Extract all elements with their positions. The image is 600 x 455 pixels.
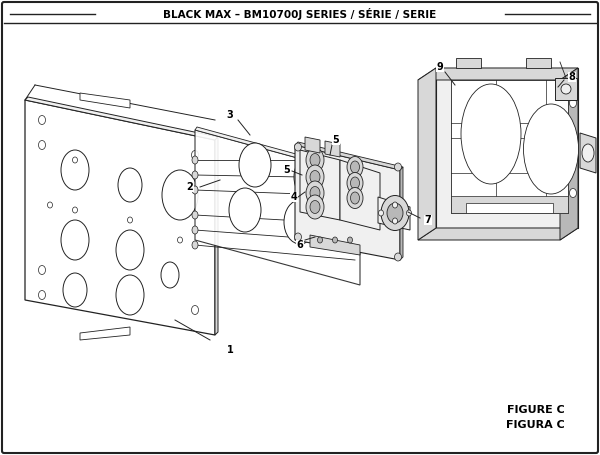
- Ellipse shape: [395, 163, 401, 171]
- Ellipse shape: [310, 153, 320, 167]
- Ellipse shape: [336, 214, 364, 252]
- Polygon shape: [25, 97, 218, 140]
- Text: 7: 7: [425, 215, 431, 225]
- Ellipse shape: [395, 253, 401, 261]
- Ellipse shape: [118, 168, 142, 202]
- Ellipse shape: [569, 188, 577, 197]
- Ellipse shape: [284, 200, 316, 244]
- Ellipse shape: [192, 241, 198, 249]
- Ellipse shape: [229, 188, 261, 232]
- Ellipse shape: [38, 141, 46, 150]
- Ellipse shape: [116, 275, 144, 315]
- Polygon shape: [526, 58, 551, 68]
- Ellipse shape: [239, 143, 271, 187]
- Polygon shape: [215, 137, 218, 335]
- Ellipse shape: [192, 156, 198, 164]
- Text: FIGURA C: FIGURA C: [506, 420, 565, 430]
- Ellipse shape: [392, 218, 398, 224]
- Polygon shape: [310, 235, 360, 255]
- Polygon shape: [80, 327, 130, 340]
- Ellipse shape: [350, 161, 359, 173]
- Ellipse shape: [191, 151, 199, 160]
- Ellipse shape: [306, 165, 324, 189]
- Ellipse shape: [347, 187, 363, 208]
- Text: 9: 9: [437, 62, 443, 72]
- Polygon shape: [305, 137, 320, 153]
- Ellipse shape: [561, 84, 571, 94]
- Polygon shape: [295, 145, 400, 260]
- Polygon shape: [400, 167, 403, 260]
- Ellipse shape: [392, 202, 398, 208]
- Ellipse shape: [350, 192, 359, 204]
- Ellipse shape: [306, 195, 324, 219]
- Ellipse shape: [523, 104, 578, 194]
- Polygon shape: [195, 130, 360, 285]
- Polygon shape: [555, 78, 577, 100]
- Ellipse shape: [128, 217, 133, 223]
- Ellipse shape: [347, 172, 363, 193]
- Ellipse shape: [407, 210, 412, 216]
- Text: 2: 2: [187, 182, 193, 192]
- Ellipse shape: [347, 237, 353, 243]
- Ellipse shape: [317, 237, 323, 243]
- Polygon shape: [456, 58, 481, 68]
- Ellipse shape: [332, 237, 337, 243]
- Polygon shape: [80, 93, 130, 108]
- Ellipse shape: [192, 226, 198, 234]
- Polygon shape: [560, 68, 578, 240]
- Ellipse shape: [192, 186, 198, 194]
- Polygon shape: [451, 80, 568, 213]
- Ellipse shape: [61, 220, 89, 260]
- Ellipse shape: [569, 98, 577, 107]
- Ellipse shape: [116, 230, 144, 270]
- Ellipse shape: [191, 305, 199, 314]
- Ellipse shape: [162, 170, 198, 220]
- Polygon shape: [195, 127, 362, 175]
- Polygon shape: [436, 68, 578, 228]
- Ellipse shape: [310, 201, 320, 213]
- Ellipse shape: [306, 148, 324, 172]
- Text: FIGURE C: FIGURE C: [507, 405, 565, 415]
- Ellipse shape: [38, 116, 46, 125]
- Polygon shape: [340, 160, 380, 230]
- Ellipse shape: [73, 207, 77, 213]
- Ellipse shape: [347, 157, 363, 177]
- Ellipse shape: [295, 233, 302, 241]
- Ellipse shape: [63, 273, 87, 307]
- Ellipse shape: [38, 290, 46, 299]
- Polygon shape: [451, 196, 568, 213]
- Ellipse shape: [178, 237, 182, 243]
- Ellipse shape: [73, 157, 77, 163]
- Text: 6: 6: [296, 240, 304, 250]
- Text: 5: 5: [332, 135, 340, 145]
- Ellipse shape: [47, 202, 53, 208]
- Ellipse shape: [381, 196, 409, 231]
- Ellipse shape: [161, 262, 179, 288]
- Polygon shape: [325, 141, 340, 157]
- Polygon shape: [418, 68, 578, 80]
- Ellipse shape: [387, 203, 403, 223]
- Ellipse shape: [310, 187, 320, 199]
- Text: 3: 3: [227, 110, 233, 120]
- Ellipse shape: [192, 171, 198, 179]
- Ellipse shape: [295, 143, 302, 151]
- Ellipse shape: [294, 155, 326, 199]
- Ellipse shape: [354, 204, 362, 216]
- Text: 1: 1: [227, 345, 233, 355]
- Polygon shape: [418, 228, 578, 240]
- Text: 4: 4: [290, 192, 298, 202]
- Ellipse shape: [192, 211, 198, 219]
- Polygon shape: [295, 142, 403, 170]
- Ellipse shape: [461, 84, 521, 184]
- Polygon shape: [466, 203, 553, 213]
- Ellipse shape: [582, 144, 594, 162]
- Ellipse shape: [61, 150, 89, 190]
- Polygon shape: [580, 133, 596, 173]
- Ellipse shape: [306, 181, 324, 205]
- Polygon shape: [418, 68, 436, 240]
- Text: 5: 5: [284, 165, 290, 175]
- Ellipse shape: [310, 171, 320, 183]
- Polygon shape: [300, 150, 340, 220]
- Text: 8: 8: [569, 72, 575, 82]
